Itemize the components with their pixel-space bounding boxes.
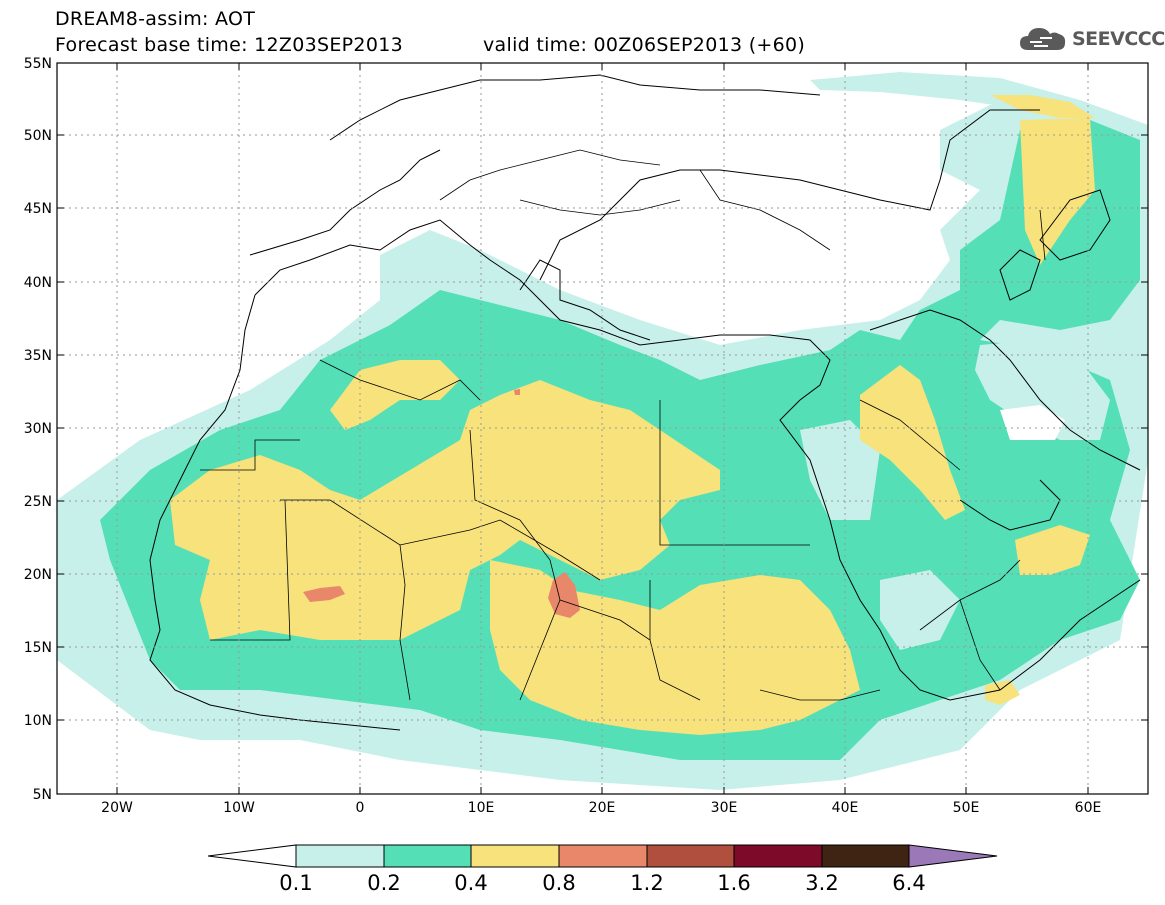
colorbar-label: 0.1 [279, 871, 313, 895]
aot-0.4-band-yemen [985, 680, 1020, 705]
valid-time: valid time: 00Z06SEP2013 (+60) [483, 34, 806, 56]
lat-label: 5N [33, 787, 52, 803]
logo-text: SEEVCCC [1072, 28, 1165, 50]
aot-0.1-hole-levant [800, 420, 880, 520]
colorbar-label: 1.2 [630, 871, 664, 895]
lon-label: 40E [832, 800, 859, 816]
aot-0.8-patch-mali [303, 586, 345, 602]
colorbar-segment [646, 844, 735, 868]
lat-label: 10N [24, 713, 52, 729]
chart-title: DREAM8-assim: AOT [55, 8, 256, 30]
aot-0.4-band-north-arc [990, 95, 1095, 118]
lat-label: 35N [24, 348, 52, 364]
colorbar-segment [383, 844, 472, 868]
lat-label: 40N [24, 275, 52, 291]
cloud-icon [1020, 28, 1066, 50]
forecast-base-time: Forecast base time: 12Z03SEP2013 [55, 34, 403, 56]
lon-label: 50E [953, 800, 980, 816]
lat-label: 30N [24, 421, 52, 437]
aot-0.1-hole-ethiopia [880, 570, 960, 650]
aot-0.4-band-atlas [330, 360, 460, 430]
colorbar-label: 1.6 [717, 871, 751, 895]
aot-0.4-band-arabia [860, 365, 965, 520]
lat-labels: 5N 10N 15N 20N 25N 30N 35N 40N 45N 50N 5… [24, 56, 52, 803]
country-borders [200, 149, 1046, 701]
colorbar-segment [295, 844, 385, 868]
colorbar-label: 6.4 [892, 871, 926, 895]
colorbar [207, 844, 998, 868]
lon-label: 10W [223, 800, 255, 816]
lat-label: 55N [24, 56, 52, 72]
colorbar-label: 0.2 [367, 871, 401, 895]
lon-label: 20W [101, 800, 133, 816]
seevccc-logo: SEEVCCC [1018, 22, 1165, 56]
aot-clear-area [1000, 405, 1065, 440]
lat-label: 50N [24, 128, 52, 144]
lon-label: 10E [468, 800, 495, 816]
aot-0.4-band-oman [1015, 525, 1090, 575]
aot-0.4-band-caspian [1020, 118, 1095, 265]
aot-0.4-band-west-sahara [170, 380, 720, 640]
lon-labels: 20W 10W 0 10E 20E 30E 40E 50E 60E [101, 800, 1101, 816]
colorbar-segment-lowest [207, 844, 297, 868]
colorbar-label: 3.2 [805, 871, 839, 895]
aot-0.8-patch-libya [514, 389, 520, 395]
lon-label: 30E [711, 800, 738, 816]
lat-label: 25N [24, 494, 52, 510]
colorbar-label: 0.4 [454, 871, 488, 895]
aot-0.1-band-north [810, 72, 1148, 150]
lat-label: 20N [24, 567, 52, 583]
colorbar-segment-highest [908, 844, 998, 868]
lat-label: 45N [24, 201, 52, 217]
colorbar-segment [821, 844, 910, 868]
lat-label: 15N [24, 640, 52, 656]
colorbar-segment [558, 844, 648, 868]
colorbar-label: 0.8 [542, 871, 576, 895]
coastlines [149, 74, 1141, 731]
lon-label: 20E [589, 800, 616, 816]
aot-0.1-hole-arabia [975, 340, 1110, 440]
colorbar-segment [470, 844, 560, 868]
lon-label: 60E [1075, 800, 1102, 816]
lon-label: 0 [356, 800, 365, 816]
graticule [57, 63, 1148, 794]
colorbar-segment [733, 844, 823, 868]
